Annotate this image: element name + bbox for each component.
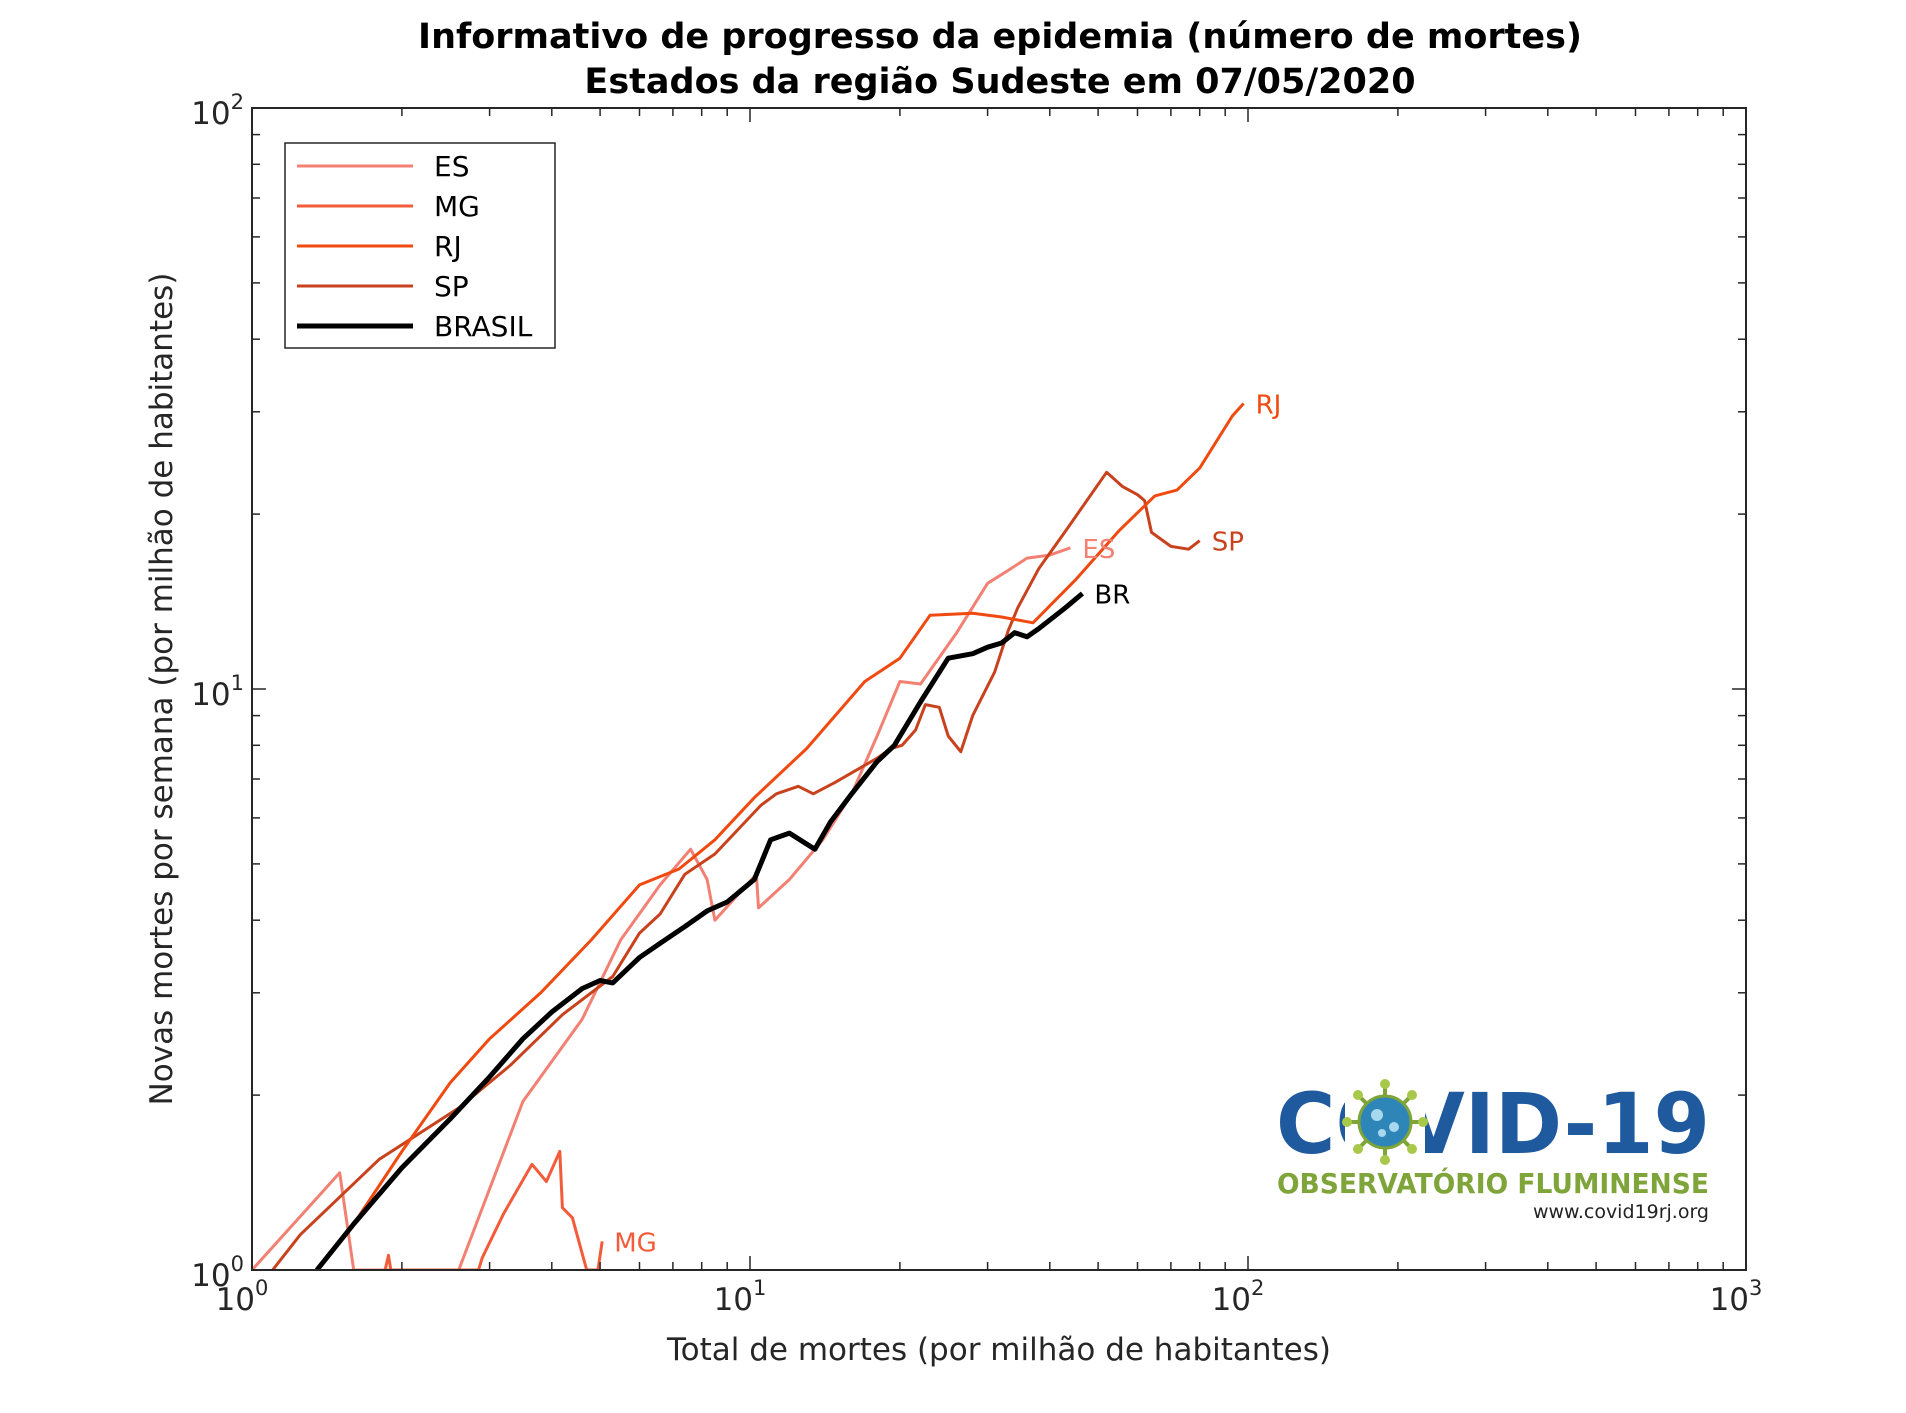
legend-label-rj: RJ xyxy=(434,230,462,263)
series-line-sp xyxy=(271,470,1201,1270)
series-line-es xyxy=(252,546,1071,1270)
legend: ES MG RJ SP BRASIL xyxy=(284,142,556,349)
series-line-mg xyxy=(383,1149,604,1270)
end-label-rj: RJ xyxy=(1256,391,1282,421)
end-label-mg: MG xyxy=(614,1228,657,1258)
logo-url: www.covid19rj.org xyxy=(1533,1201,1709,1223)
chart-title: Informativo de progresso da epidemia (nú… xyxy=(418,17,1582,57)
x-axis-label: Total de mortes (por milhão de habitante… xyxy=(666,1332,1331,1368)
virus-icon xyxy=(1342,1079,1428,1165)
x-tick-label: 100 xyxy=(216,1276,269,1318)
end-labels: ES MG RJ SP BR xyxy=(614,391,1281,1259)
x-tick-label: 102 xyxy=(1212,1276,1265,1318)
chart-subtitle: Estados da região Sudeste em 07/05/2020 xyxy=(584,62,1415,102)
y-axis-label: Novas mortes por semana (por milhão de h… xyxy=(144,273,180,1106)
y-tick-label: 100 xyxy=(191,1252,244,1294)
logo-title: COVID-19 xyxy=(1276,1075,1710,1173)
series-line-rj xyxy=(352,402,1245,1225)
x-tick-label: 101 xyxy=(714,1276,767,1318)
legend-label-es: ES xyxy=(434,150,469,183)
end-label-es: ES xyxy=(1082,535,1115,565)
logo-subtitle: OBSERVATÓRIO FLUMINENSE xyxy=(1277,1166,1709,1200)
tick-labels: 100 101 102 103 100 101 102 xyxy=(191,90,1762,1318)
legend-label-sp: SP xyxy=(434,270,469,303)
x-tick-label: 103 xyxy=(1710,1276,1763,1318)
end-label-brasil: BR xyxy=(1094,581,1130,611)
legend-label-brasil: BRASIL xyxy=(434,310,533,343)
y-tick-label: 102 xyxy=(191,90,244,132)
series-layer xyxy=(252,402,1245,1270)
legend-label-mg: MG xyxy=(434,190,480,223)
ticks-layer xyxy=(251,107,1747,1271)
series-line-brasil xyxy=(314,591,1085,1270)
y-tick-label: 101 xyxy=(191,671,244,713)
series-clip xyxy=(252,402,1245,1270)
covid19-logo: COVID-19 OBSERVATÓRIO FLUMINENSE www.cov xyxy=(1276,1075,1710,1223)
end-label-sp: SP xyxy=(1212,528,1244,558)
